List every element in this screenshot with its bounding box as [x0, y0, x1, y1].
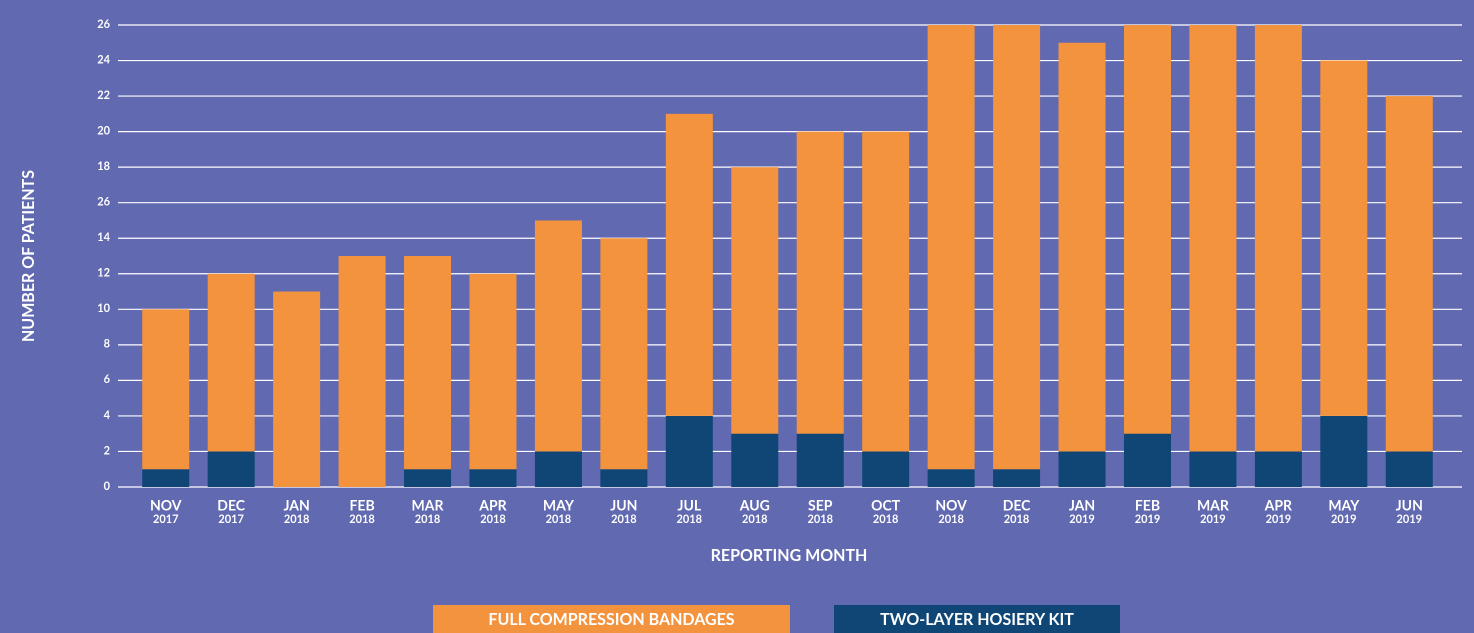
y-tick-label: 0: [104, 480, 111, 493]
bar-segment: [993, 469, 1041, 487]
y-axis-label: NUMBER OF PATIENTS: [19, 170, 38, 342]
bar-segment: [927, 25, 975, 470]
x-tick-label: NOV: [935, 497, 967, 514]
legend-label: TWO-LAYER HOSIERY KIT: [880, 610, 1074, 629]
bar-segment: [796, 131, 844, 434]
bar-segment: [862, 131, 910, 452]
bar-segment: [927, 469, 975, 487]
x-tick-label: DEC: [217, 497, 245, 514]
x-tick-label: 2018: [480, 513, 506, 526]
x-tick-label: 2019: [1135, 513, 1161, 526]
x-tick-label: 2018: [284, 513, 310, 526]
x-tick-label: MAY: [543, 497, 575, 514]
x-tick-label: OCT: [871, 497, 901, 514]
bar-segment: [796, 433, 844, 487]
x-tick-label: JUN: [610, 497, 637, 514]
y-tick-label: 18: [97, 160, 110, 173]
y-tick-label: 14: [97, 231, 110, 244]
x-axis-label: REPORTING MONTH: [711, 546, 868, 565]
y-tick-label: 26: [97, 18, 110, 31]
bar-segment: [1058, 42, 1106, 452]
x-tick-label: JUN: [1396, 497, 1423, 514]
x-tick-label: SEP: [808, 497, 833, 514]
bar-segment: [665, 415, 713, 487]
x-tick-label: 2018: [742, 513, 768, 526]
x-tick-label: JAN: [283, 497, 309, 514]
bar-segment: [1123, 25, 1171, 434]
x-tick-label: APR: [1264, 497, 1293, 514]
x-tick-label: 2018: [938, 513, 964, 526]
bar-segment: [404, 469, 452, 487]
x-tick-label: 2018: [1004, 513, 1030, 526]
bar-segment: [1320, 415, 1368, 487]
x-tick-label: MAY: [1328, 497, 1360, 514]
y-tick-label: 4: [104, 409, 111, 422]
bar-segment: [338, 256, 386, 487]
x-tick-label: 2018: [873, 513, 899, 526]
y-tick-label: 8: [104, 338, 110, 351]
y-tick-label: 10: [97, 302, 110, 315]
y-tick-label: 22: [97, 89, 110, 102]
x-tick-label: APR: [478, 497, 507, 514]
x-tick-label: MAR: [1197, 497, 1230, 514]
x-tick-label: JUL: [677, 497, 701, 514]
bar-segment: [1189, 451, 1237, 487]
x-tick-label: JAN: [1069, 497, 1095, 514]
bar-segment: [534, 220, 582, 452]
bar-segment: [1058, 451, 1106, 487]
x-tick-label: 2018: [546, 513, 572, 526]
x-tick-label: FEB: [1135, 497, 1160, 514]
bar-segment: [469, 469, 517, 487]
bar-segment: [862, 451, 910, 487]
x-tick-label: 2019: [1266, 513, 1292, 526]
y-tick-label: 12: [97, 267, 110, 280]
y-tick-label: 20: [97, 124, 110, 137]
y-tick-label: 6: [104, 373, 111, 386]
x-tick-label: 2017: [218, 513, 244, 526]
legend-swatch: [433, 605, 790, 633]
bar-segment: [600, 469, 648, 487]
legend-label: FULL COMPRESSION BANDAGES: [488, 610, 734, 629]
bar-segment: [207, 273, 255, 452]
bar-segment: [142, 469, 190, 487]
y-tick-label: 24: [97, 53, 110, 66]
x-tick-label: 2018: [807, 513, 833, 526]
x-tick-label: NOV: [150, 497, 182, 514]
x-tick-label: 2019: [1069, 513, 1095, 526]
x-tick-label: 2019: [1200, 513, 1226, 526]
x-tick-label: 2018: [415, 513, 441, 526]
y-tick-label: 2: [104, 444, 110, 457]
bar-segment: [731, 433, 779, 487]
bar-segment: [1254, 25, 1302, 452]
bar-segment: [534, 451, 582, 487]
x-tick-label: 2019: [1331, 513, 1357, 526]
x-tick-label: FEB: [349, 497, 374, 514]
bar-segment: [993, 25, 1041, 470]
bar-segment: [142, 309, 190, 470]
bar-segment: [1385, 96, 1433, 452]
bar-segment: [600, 238, 648, 470]
bar-segment: [665, 113, 713, 416]
x-tick-label: AUG: [739, 497, 770, 514]
bar-segment: [1123, 433, 1171, 487]
bar-segment: [404, 256, 452, 470]
bar-segment: [207, 451, 255, 487]
y-tick-label: 26: [97, 196, 110, 209]
x-tick-label: DEC: [1003, 497, 1031, 514]
bar-segment: [1254, 451, 1302, 487]
x-tick-label: 2019: [1397, 513, 1423, 526]
x-tick-label: 2018: [349, 513, 375, 526]
x-tick-label: 2018: [677, 513, 703, 526]
x-tick-label: 2017: [153, 513, 179, 526]
bar-segment: [273, 291, 321, 487]
bar-segment: [1189, 25, 1237, 452]
legend-swatch: [834, 605, 1120, 633]
bar-segment: [731, 167, 779, 434]
bar-segment: [1385, 451, 1433, 487]
bar-segment: [469, 273, 517, 470]
x-tick-label: MAR: [412, 497, 445, 514]
bar-segment: [1320, 60, 1368, 416]
x-tick-label: 2018: [611, 513, 637, 526]
